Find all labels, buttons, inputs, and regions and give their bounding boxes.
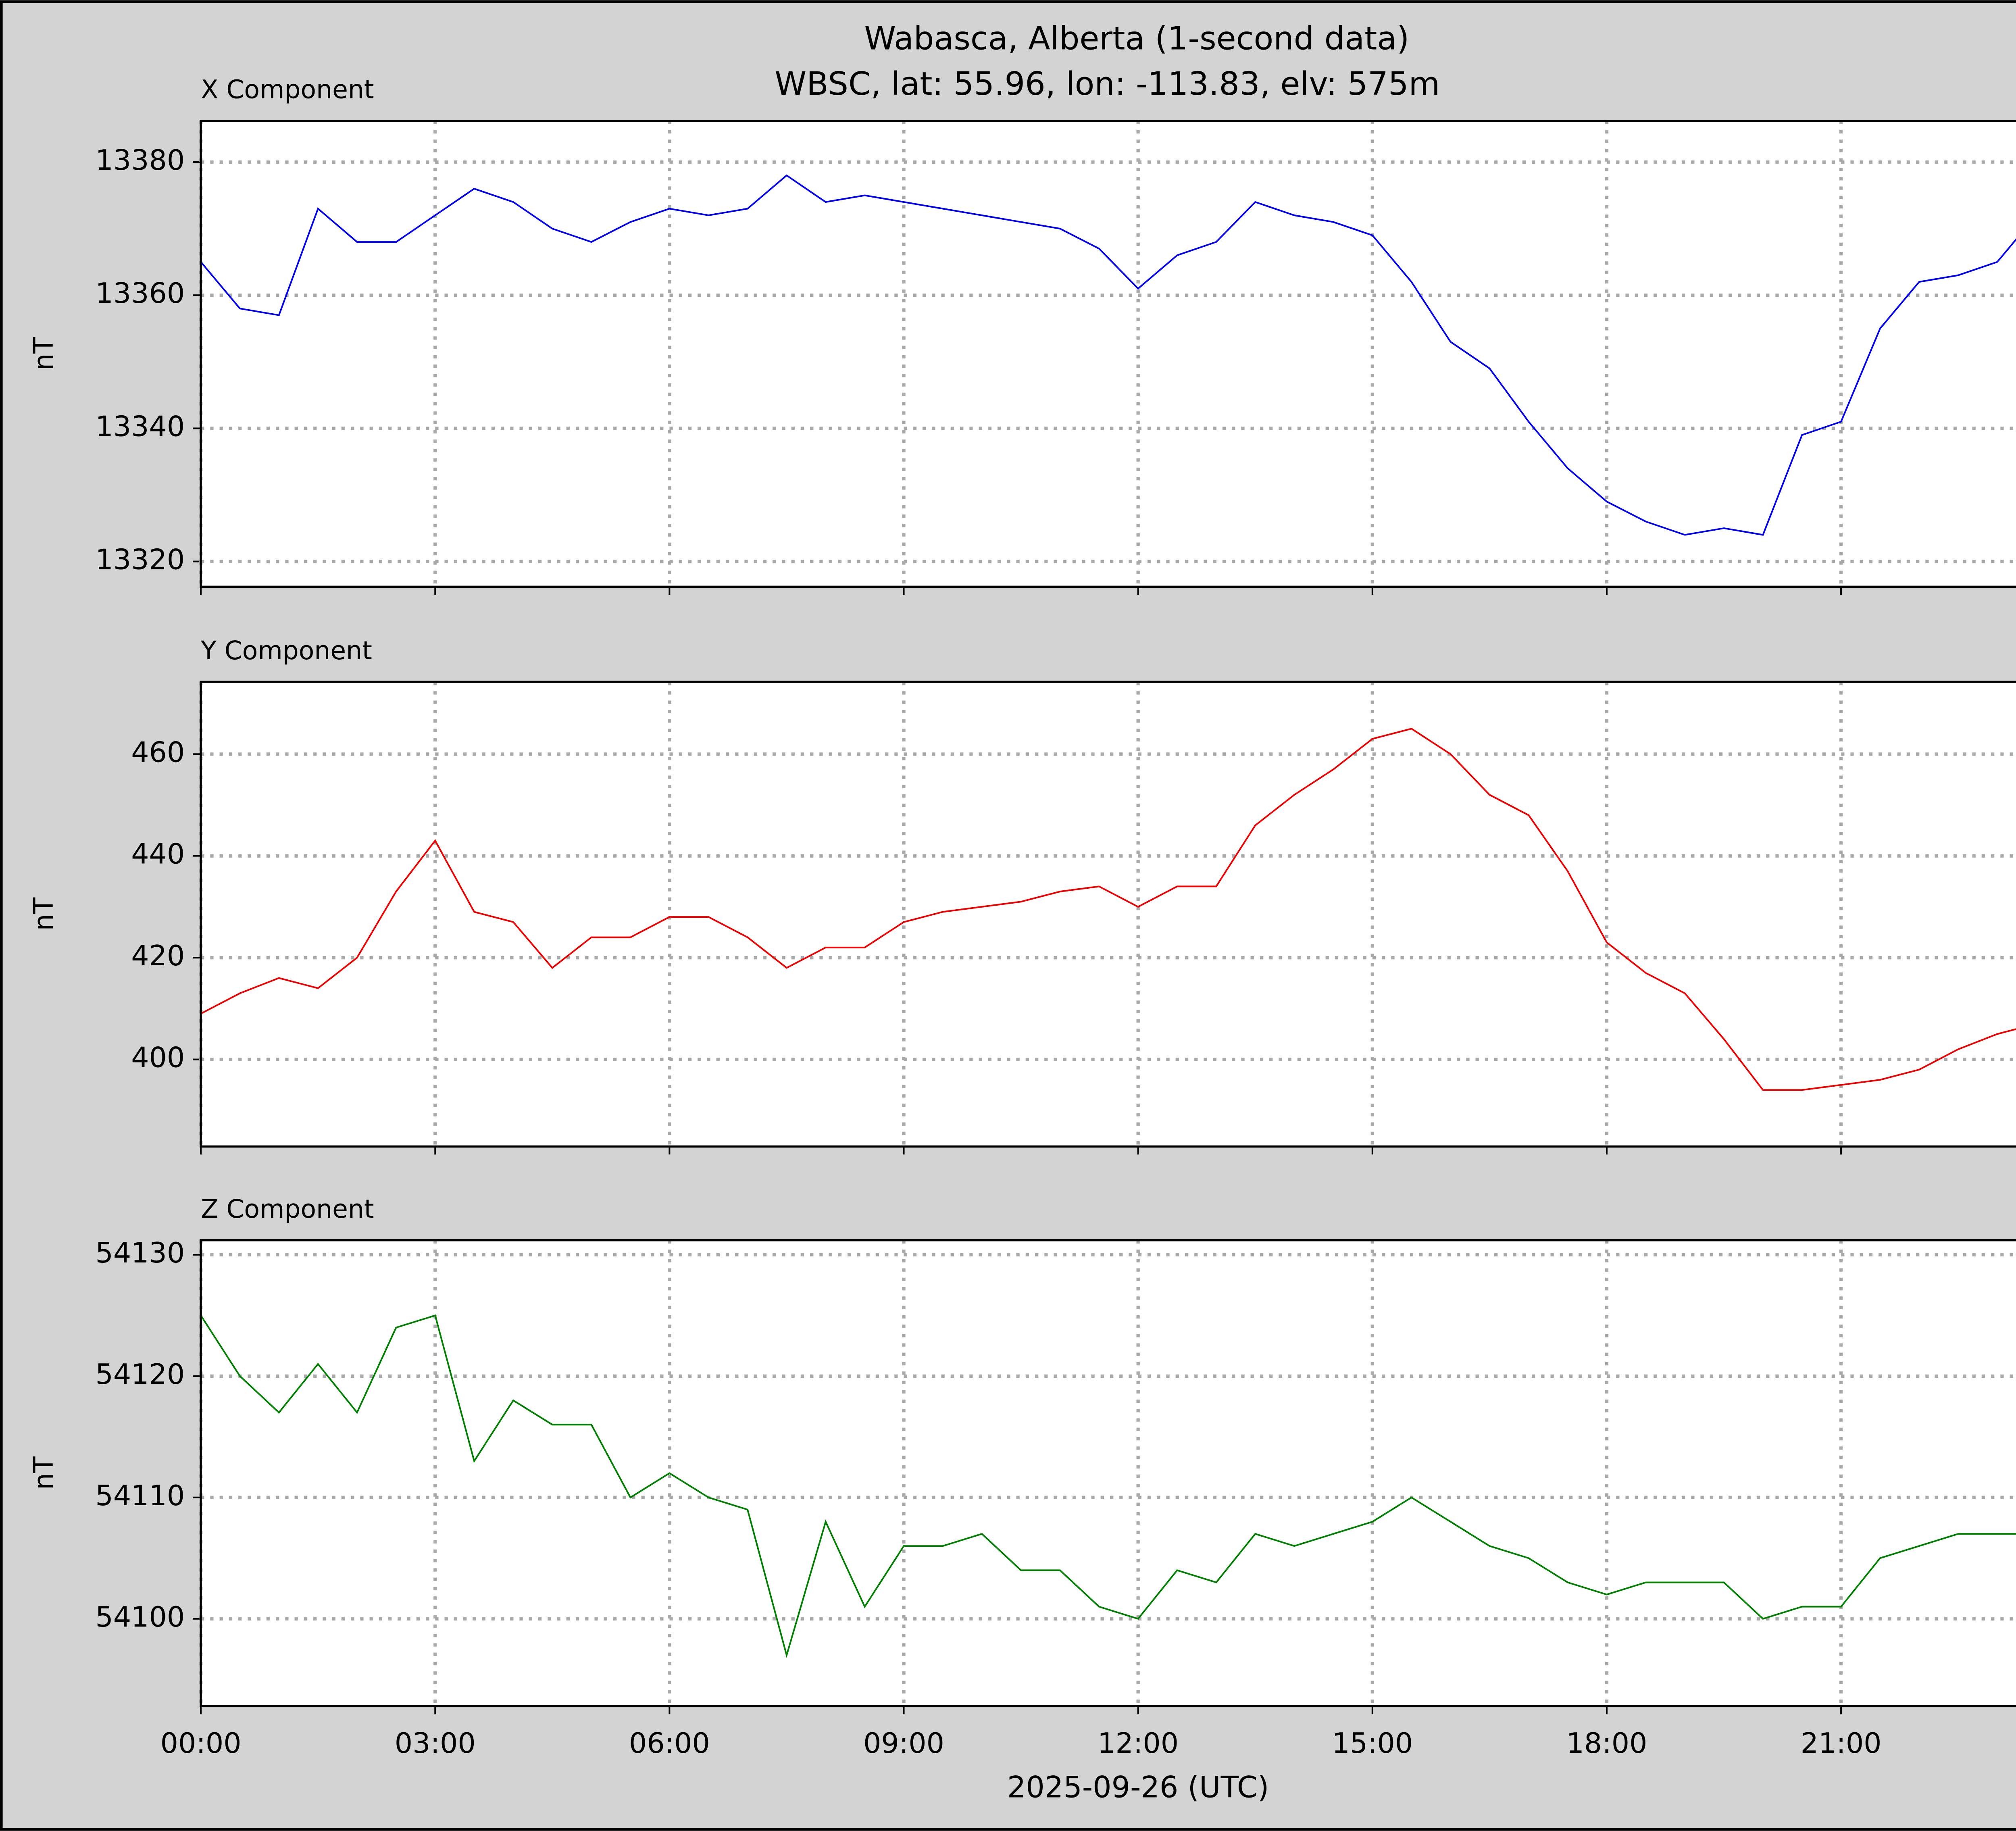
y-tick-label: 420 <box>131 939 185 972</box>
y-tick-label: 13320 <box>95 544 185 576</box>
x-tick-label: 06:00 <box>629 1727 710 1760</box>
x-tick-label: 21:00 <box>1801 1727 1882 1760</box>
subplot-title: X Component <box>201 75 374 104</box>
figure-title: Wabasca, Alberta (1-second data) <box>864 19 1409 57</box>
plot-frame <box>200 1239 2016 1708</box>
x-tick-label: 09:00 <box>863 1727 944 1760</box>
y-tick-label: 460 <box>131 736 185 769</box>
y-tick-label: 54120 <box>95 1358 185 1391</box>
data-line <box>200 174 2016 536</box>
y-axis-label: nT <box>28 897 59 931</box>
plot-area <box>201 682 2016 1147</box>
x-tick-label: 15:00 <box>1332 1727 1413 1760</box>
y-tick-label: 54110 <box>95 1479 185 1512</box>
plot-frame <box>200 119 2016 588</box>
y-axis-label: nT <box>28 337 59 371</box>
subplot-title: Y Component <box>200 635 372 665</box>
y-tick-label: 13360 <box>95 277 185 310</box>
figure-subtitle: WBSC, lat: 55.96, lon: -113.83, elv: 575… <box>775 65 1440 102</box>
data-line <box>200 727 2016 1091</box>
y-tick-label: 440 <box>131 838 185 871</box>
x-tick-label: 03:00 <box>395 1727 476 1760</box>
data-line <box>200 1314 2016 1658</box>
x-tick-label: 12:00 <box>1098 1727 1179 1760</box>
y-tick-label: 13340 <box>95 410 185 443</box>
y-tick-label: 13380 <box>95 144 185 177</box>
y-axis-label: nT <box>28 1456 59 1490</box>
plot-area <box>201 121 2016 587</box>
subplot-title: Z Component <box>201 1194 374 1224</box>
x-tick-label: 00:00 <box>160 1727 242 1760</box>
plot-area <box>201 1240 2016 1706</box>
y-tick-label: 400 <box>131 1042 185 1074</box>
plot-frame <box>200 681 2016 1148</box>
y-tick-label: 54100 <box>95 1601 185 1633</box>
x-tick-label: 18:00 <box>1566 1727 1647 1760</box>
y-tick-label: 54130 <box>95 1237 185 1269</box>
x-axis-label: 2025-09-26 (UTC) <box>1007 1770 1269 1804</box>
